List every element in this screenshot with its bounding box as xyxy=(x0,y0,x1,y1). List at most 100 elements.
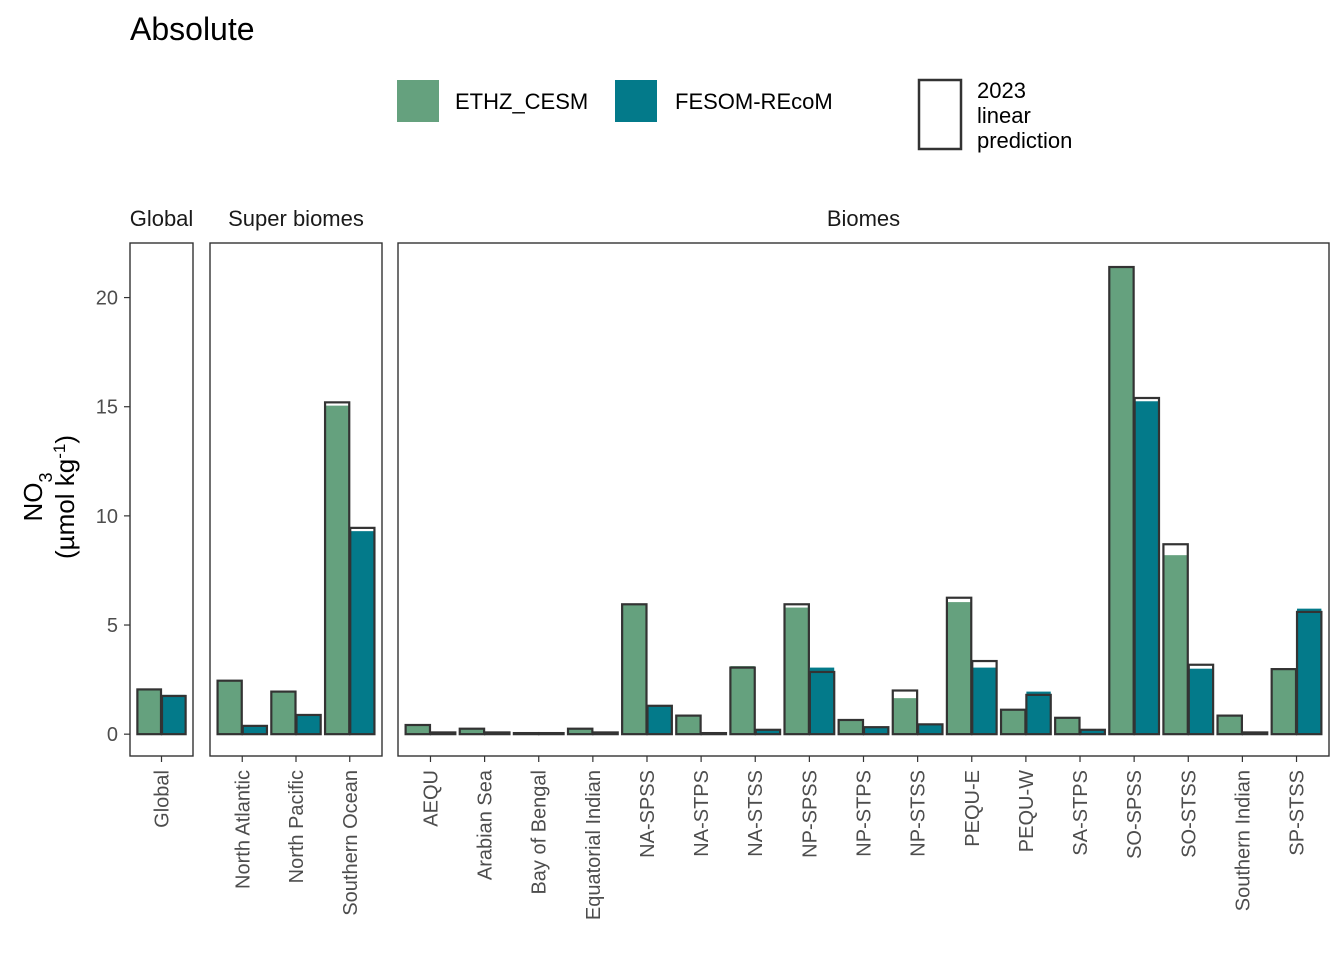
panel-border xyxy=(397,242,1330,757)
bar-group-pequ-w: PEQU-W xyxy=(999,691,1052,852)
bar-ethz-cesm-sa-stps xyxy=(1055,717,1080,735)
svg-text:(µmol kg-1): (µmol kg-1) xyxy=(50,435,81,559)
x-tick-label-na-stps: NA-STPS xyxy=(691,770,713,857)
x-tick-label-arabian-sea: Arabian Sea xyxy=(475,769,497,880)
prediction-outline-fesom-recom-np-stps xyxy=(862,726,890,736)
prediction-outline-fesom-recom-southern-ocean xyxy=(349,526,376,736)
prediction-outline-fesom-recom-global xyxy=(160,694,187,736)
bar-fesom-recom-north-pacific xyxy=(296,714,321,735)
prediction-outline-fesom-recom-bay-of-bengal xyxy=(538,731,565,736)
prediction-outline-fesom-recom-na-spss xyxy=(646,704,673,736)
x-tick-label-north-pacific: North Pacific xyxy=(286,770,308,883)
bar-fesom-recom-na-stss xyxy=(755,729,781,735)
bar-fesom-recom-pequ-e xyxy=(972,667,997,735)
bar-group-north-atlantic: North Atlantic xyxy=(216,679,269,889)
bar-group-np-stss: NP-STSS xyxy=(891,689,944,857)
prediction-outline-fesom-recom-sp-stss xyxy=(1295,610,1323,736)
bar-ethz-cesm-north-atlantic xyxy=(217,680,242,735)
x-tick-label-southern-ocean: Southern Ocean xyxy=(340,770,362,916)
bar-ethz-cesm-global xyxy=(137,689,161,735)
x-tick-label-np-stss: NP-STSS xyxy=(908,770,930,857)
panel-border xyxy=(129,242,194,757)
y-tick-label: 10 xyxy=(96,506,118,528)
bar-group-global: Global xyxy=(136,688,187,828)
panel-border xyxy=(209,242,383,757)
y-axis-title: NO3 (µmol kg-1) xyxy=(18,435,80,559)
bar-group-na-stss: NA-STSS xyxy=(729,666,782,857)
x-tick-label-aequ: AEQU xyxy=(420,770,442,827)
bar-ethz-cesm-so-spss xyxy=(1109,267,1134,735)
prediction-outline-fesom-recom-sa-stps xyxy=(1079,728,1106,736)
x-tick-label-np-stps: NP-STPS xyxy=(854,770,876,857)
legend-label-prediction-line1: 2023 xyxy=(977,78,1026,103)
bar-ethz-cesm-pequ-w xyxy=(1001,709,1026,735)
prediction-outline-ethz-cesm-southern-indian xyxy=(1216,714,1243,736)
panel-global: Global Global xyxy=(129,206,194,828)
bar-fesom-recom-np-spss xyxy=(809,667,835,735)
bar-group-north-pacific: North Pacific xyxy=(270,690,322,883)
prediction-outline-fesom-recom-np-stss xyxy=(917,723,944,736)
x-tick-label-north-atlantic: North Atlantic xyxy=(232,770,254,889)
bar-ethz-cesm-na-spss xyxy=(622,604,647,735)
chart-title: Absolute xyxy=(130,11,255,47)
bar-group-na-stps: NA-STPS xyxy=(675,714,728,857)
prediction-outline-ethz-cesm-sa-stps xyxy=(1054,716,1081,736)
y-tick-label: 0 xyxy=(107,724,118,746)
bar-group-sp-stss: SP-STSS xyxy=(1270,608,1323,856)
bar-fesom-recom-southern-ocean xyxy=(350,531,375,735)
prediction-outline-fesom-recom-north-pacific xyxy=(295,713,322,736)
x-tick-label-sp-stss: SP-STSS xyxy=(1287,770,1309,856)
prediction-outline-ethz-cesm-np-spss xyxy=(783,603,810,736)
prediction-outline-fesom-recom-pequ-w xyxy=(1025,693,1052,736)
prediction-outline-ethz-cesm-na-stss xyxy=(729,666,756,736)
y-axis-title-sub: 3 xyxy=(36,472,56,482)
x-tick-label-pequ-e: PEQU-E xyxy=(962,770,984,847)
legend-key-ethz-cesm xyxy=(397,80,439,122)
bar-group-bay-of-bengal: Bay of Bengal xyxy=(512,731,565,895)
prediction-outline-ethz-cesm-np-stss xyxy=(891,689,919,736)
facet-label-super-biomes: Super biomes xyxy=(228,206,364,231)
prediction-outline-fesom-recom-np-spss xyxy=(808,670,836,736)
bar-group-aequ: AEQU xyxy=(404,723,457,827)
prediction-outline-ethz-cesm-na-stps xyxy=(675,714,702,736)
facet-panels: Global Global Super biomes North Atlantic No… xyxy=(129,206,1330,920)
legend-key-prediction xyxy=(917,78,963,151)
prediction-outline-ethz-cesm-north-pacific xyxy=(270,690,297,736)
bar-group-np-stps: NP-STPS xyxy=(837,718,890,857)
prediction-outline-ethz-cesm-aequ xyxy=(404,723,432,736)
y-axis-title-main: NO xyxy=(18,483,48,522)
bar-group-sa-stps: SA-STPS xyxy=(1054,716,1106,856)
panel-biomes: Biomes AEQU Arabian Sea Bay of Bengal Equato… xyxy=(397,206,1330,920)
facet-label-biomes: Biomes xyxy=(827,206,900,231)
bar-ethz-cesm-north-pacific xyxy=(271,691,296,735)
x-tick-label-equatorial-indian: Equatorial Indian xyxy=(583,770,605,920)
prediction-outline-fesom-recom-north-atlantic xyxy=(241,724,269,736)
bar-fesom-recom-global xyxy=(162,694,186,735)
bar-group-equatorial-indian: Equatorial Indian xyxy=(566,727,619,920)
prediction-outline-fesom-recom-equatorial-indian xyxy=(592,731,619,736)
bar-ethz-cesm-aequ xyxy=(405,724,430,735)
legend-label-fesom-recom: FESOM-REcoM xyxy=(675,89,833,114)
y-axis-title-unit-end: ) xyxy=(50,435,80,444)
y-tick-label: 20 xyxy=(96,288,118,310)
bar-group-na-spss: NA-SPSS xyxy=(621,603,673,858)
bar-fesom-recom-sp-stss xyxy=(1297,608,1322,735)
x-tick-label-global: Global xyxy=(152,770,174,828)
bar-fesom-recom-pequ-w xyxy=(1026,691,1051,735)
prediction-outline-fesom-recom-so-spss xyxy=(1133,396,1161,736)
bar-group-so-spss: SO-SPSS xyxy=(1108,265,1161,859)
prediction-outline-fesom-recom-southern-indian xyxy=(1241,731,1269,736)
bar-ethz-cesm-sp-stss xyxy=(1271,669,1297,735)
legend: ETHZ_CESM FESOM-REcoM 2023 linear predic… xyxy=(397,78,1072,153)
x-tick-label-southern-indian: Southern Indian xyxy=(1232,770,1254,911)
prediction-outline-ethz-cesm-na-spss xyxy=(621,603,648,736)
bar-ethz-cesm-np-stps xyxy=(838,719,863,735)
y-tick-label: 15 xyxy=(96,397,118,419)
y-axis-title-unit-sup: -1 xyxy=(50,444,69,459)
bar-ethz-cesm-np-spss xyxy=(784,607,809,735)
bar-fesom-recom-np-stss xyxy=(918,724,943,735)
bar-ethz-cesm-pequ-e xyxy=(946,602,972,735)
bar-fesom-recom-np-stps xyxy=(864,727,889,735)
prediction-outline-ethz-cesm-north-atlantic xyxy=(216,679,243,736)
